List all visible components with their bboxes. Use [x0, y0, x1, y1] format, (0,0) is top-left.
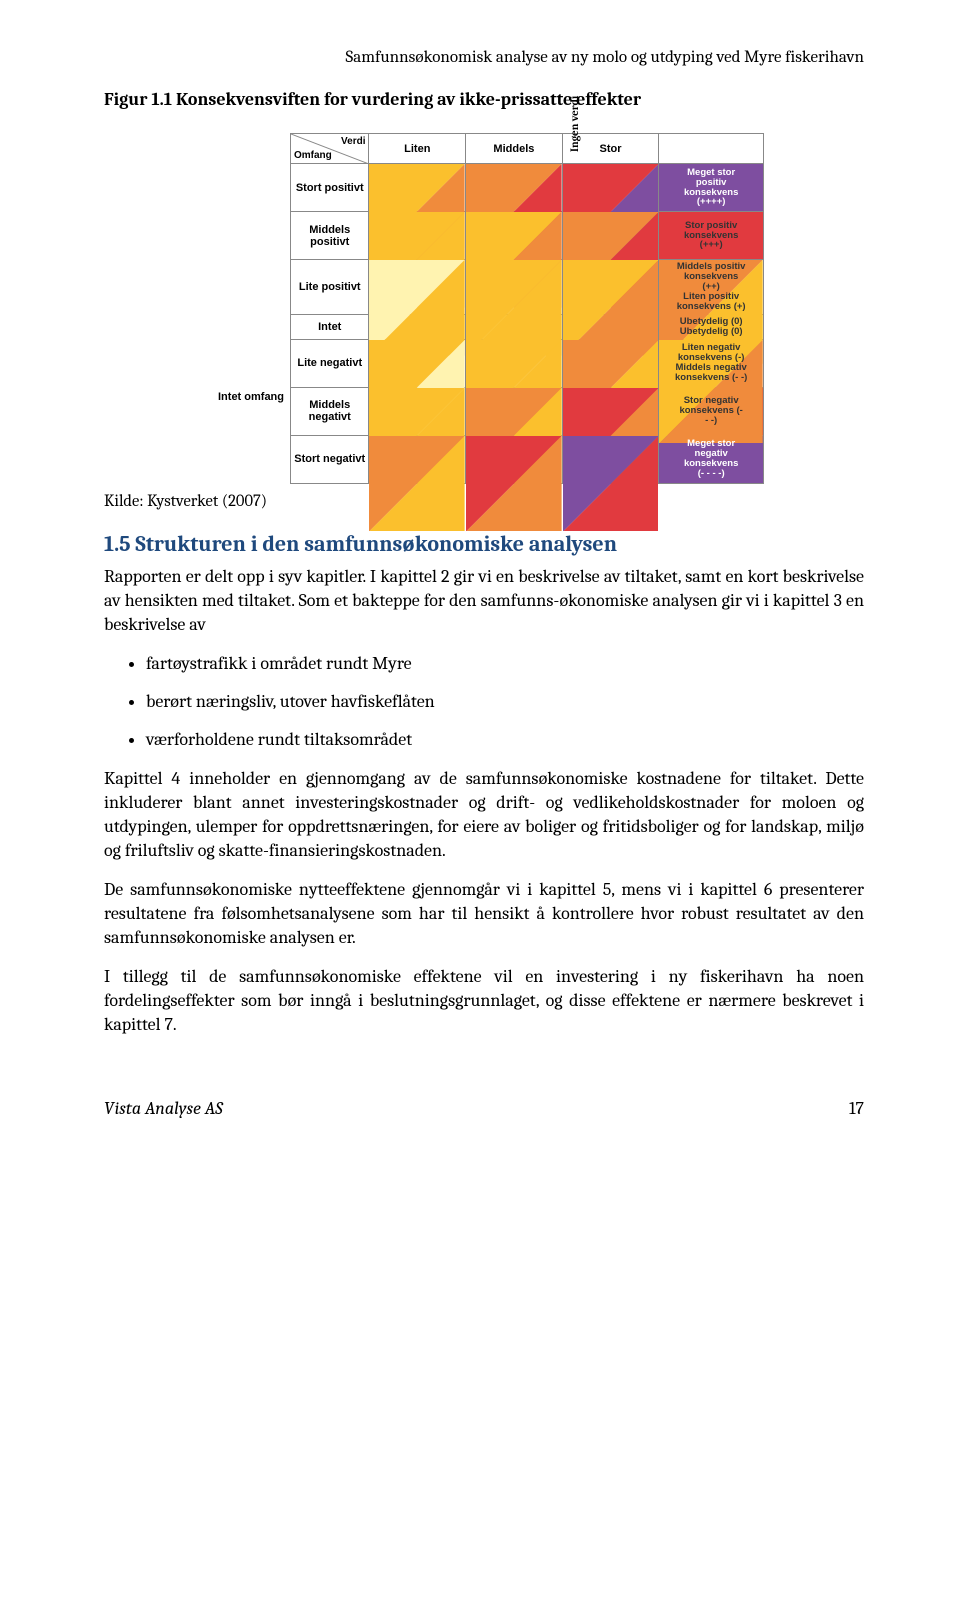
paragraph: Rapporten er delt opp i syv kapitler. I …: [104, 565, 864, 638]
figure-wrap: Ingen verdi Intet omfang Omfang: [104, 120, 864, 484]
matrix-cell: [466, 164, 563, 212]
left-outer-label: Intet omfang: [204, 391, 290, 403]
paragraph: I tillegg til de samfunnsøkonomiske effe…: [104, 965, 864, 1038]
corner-cell: Omfang Verdi: [291, 134, 369, 164]
matrix-row: Middels positivt Stor positiv konsekvens …: [291, 212, 764, 260]
list-item: berørt næringsliv, utover havfiskeflåten: [146, 690, 864, 714]
matrix-cell: [466, 435, 563, 483]
matrix-cell: [562, 164, 659, 212]
page-footer: Vista Analyse AS 17: [104, 1098, 864, 1119]
matrix-cell: [369, 387, 466, 435]
matrix-cell: [369, 164, 466, 212]
col-header: Middels: [466, 134, 563, 164]
header-row: Omfang Verdi Liten Middels Stor: [291, 134, 764, 164]
corner-label-verdi: Verdi: [341, 136, 365, 147]
page: Samfunnsøkonomisk analyse av ny molo og …: [0, 0, 960, 1159]
matrix-cell: [466, 387, 563, 435]
figure-caption: Figur 1.1 Konsekvensviften for vurdering…: [104, 89, 864, 110]
matrix-cell: [369, 212, 466, 260]
matrix-cell: Meget stor positiv konsekvens (++++): [659, 164, 764, 212]
matrix-cell: Middels positiv konsekvens (++) Liten po…: [659, 260, 764, 315]
list-item: fartøystrafikk i området rundt Myre: [146, 652, 864, 676]
col-header: [659, 134, 764, 164]
col-header: Liten: [369, 134, 466, 164]
corner-label-omfang: Omfang: [294, 150, 332, 161]
row-header: Middels positivt: [291, 212, 369, 260]
bullet-list: fartøystrafikk i området rundt Myre berø…: [104, 652, 864, 753]
matrix-cell: [466, 260, 563, 315]
matrix-cell: [466, 212, 563, 260]
matrix-cell: [369, 339, 466, 387]
matrix-row: Lite positivt Middels positiv konsekvens …: [291, 260, 764, 315]
matrix-table: Omfang Verdi Liten Middels Stor Stort po…: [290, 133, 764, 484]
matrix-row: Stort negativtMeget stor negativ konsekv…: [291, 435, 764, 483]
row-header: Lite negativt: [291, 339, 369, 387]
paragraph: De samfunnsøkonomiske nytteeffektene gje…: [104, 878, 864, 951]
footer-page-number: 17: [849, 1098, 864, 1119]
row-header: Lite positivt: [291, 260, 369, 315]
matrix-cell: [466, 339, 563, 387]
matrix-cell: Stor positiv konsekvens (+++): [659, 212, 764, 260]
footer-publisher: Vista Analyse AS: [104, 1098, 223, 1119]
paragraph: Kapittel 4 inneholder en gjennomgang av …: [104, 767, 864, 864]
running-head: Samfunnsøkonomisk analyse av ny molo og …: [104, 48, 864, 67]
row-header: Stort negativt: [291, 435, 369, 483]
list-item: værforholdene rundt tiltaksområdet: [146, 728, 864, 752]
section-heading: 1.5 Strukturen i den samfunnsøkonomiske …: [104, 531, 864, 557]
row-header: Middels negativt: [291, 387, 369, 435]
matrix-row: Stort positivt Meget stor positiv konsekv…: [291, 164, 764, 212]
matrix-cell: [562, 387, 659, 435]
row-header: Intet: [291, 314, 369, 339]
matrix-cell: [562, 212, 659, 260]
row-header: Stort positivt: [291, 164, 369, 212]
matrix-cell: Liten negativ konsekvens (-) Middels neg…: [659, 339, 764, 387]
matrix-cell: [562, 339, 659, 387]
matrix-row: Lite negativt Liten negativ konsekvens (-…: [291, 339, 764, 387]
matrix-cell: [562, 435, 659, 483]
matrix-cell: [369, 435, 466, 483]
matrix-cell: [562, 260, 659, 315]
matrix-cell: [369, 260, 466, 315]
consequence-fan-diagram: Ingen verdi Intet omfang Omfang: [204, 120, 764, 484]
